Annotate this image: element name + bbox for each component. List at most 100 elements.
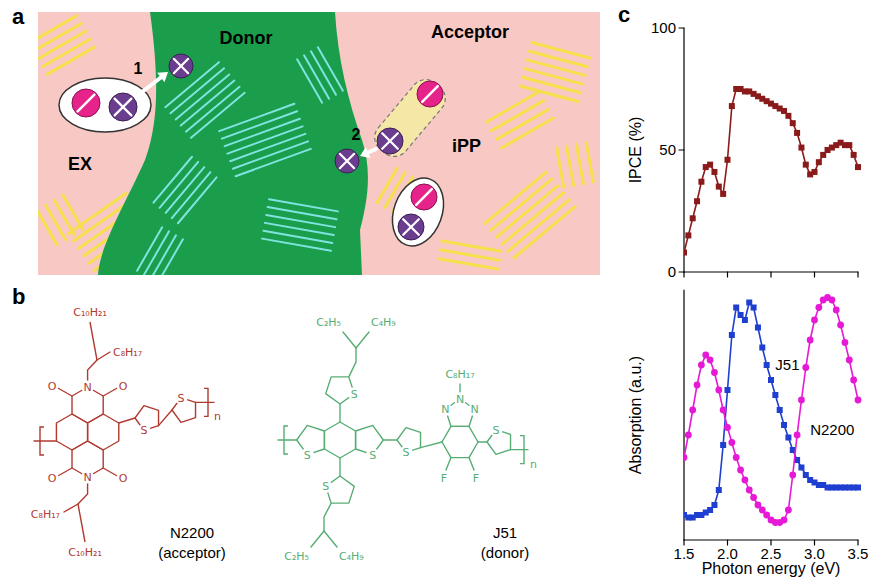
bond [56,387,72,396]
bracket [284,426,288,454]
point [855,397,862,404]
x-tick [857,272,858,277]
hole-sign [382,133,398,149]
hole-sign [403,219,419,235]
atom-bg [454,392,467,405]
chain [311,531,324,547]
hole-sign [174,59,188,73]
point [698,362,705,369]
crystal-stripe [186,87,240,132]
crystal-stripe [181,81,235,126]
side-chain: C₈H₁₇ [445,368,474,381]
atom-label: S [322,480,329,493]
point [764,362,770,368]
hole-sign [174,59,188,73]
state-label: iPP [452,136,481,156]
point [785,113,791,119]
hole [169,54,193,78]
structure-n2200: nOONOONSSC₁₀H₂₁C₈H₁₇C₈H₁₇C₁₀H₂₁ [31,306,221,559]
bond [56,468,72,477]
crystal-stripe [236,149,311,176]
point [750,494,757,501]
atom-bg [117,472,130,485]
x-tick-label: 3.5 [848,545,869,562]
point [724,424,731,431]
panel-letter: a [12,4,25,29]
point [733,305,739,311]
point [707,357,714,364]
atom-label: N [441,403,449,416]
point [781,422,787,428]
repeat-label: n [530,458,537,471]
structure-name: N2200 [170,524,214,541]
point [850,377,857,384]
side-chain: C₂H₅ [316,316,341,329]
repeat-label: n [214,410,221,423]
state-label: EX [68,154,92,174]
y-axis-title: Absorption (a.u.) [627,356,644,474]
structure-name: J51 [493,524,517,541]
step-label: 1 [134,60,143,77]
crystal-stripe [178,177,217,223]
point [716,487,722,493]
y-tick [679,27,684,28]
y-axis-title: IPCE (%) [627,117,644,184]
hole [335,149,359,173]
hole-sign [382,133,398,149]
chain [78,477,88,542]
chain [324,503,331,531]
point [689,407,696,414]
point [751,305,757,311]
point [685,432,692,439]
crystal-stripe [567,146,574,185]
atom-label: O [48,472,57,485]
point [829,297,836,304]
ring [324,422,355,458]
point [842,339,849,346]
crystal-stripe [377,168,397,203]
point [729,332,735,338]
hole [377,128,403,154]
ipp-pair [369,73,452,162]
atom-bg [319,480,332,493]
side-chain: C₁₀H₂₁ [68,546,102,559]
point [737,467,744,474]
atom-label: S [140,424,147,437]
crystal-stripe [191,93,245,138]
point [833,307,840,314]
point [711,169,717,175]
bond [339,458,340,476]
bracket [520,436,524,464]
point [755,325,761,331]
x-tick [683,272,684,277]
arrow [142,77,161,92]
hole [109,93,137,121]
point [802,364,809,371]
point [798,145,804,151]
bond [34,440,56,441]
crystal-stripe [172,172,211,218]
crystal-stripe [151,235,176,275]
bond [119,418,135,423]
point [798,397,805,404]
side-chain: C₁₀H₂₁ [73,306,107,319]
side-chain: C₈H₁₇ [31,508,60,521]
point [720,442,726,448]
bond [511,449,528,450]
step-label: 2 [352,126,361,143]
y-axis [683,290,684,540]
crystal-stripe [442,241,501,251]
x-tick [727,272,728,277]
point [716,184,722,190]
series-line [684,298,858,523]
y-tick-label: 50 [659,141,676,158]
bond [103,468,119,477]
bond [196,402,214,403]
point [772,392,778,398]
chain [97,352,110,360]
hole-sign [115,99,132,116]
chain [349,348,356,377]
y-tick [679,149,684,150]
atom-label: O [119,472,128,485]
arrow-head [360,147,371,158]
